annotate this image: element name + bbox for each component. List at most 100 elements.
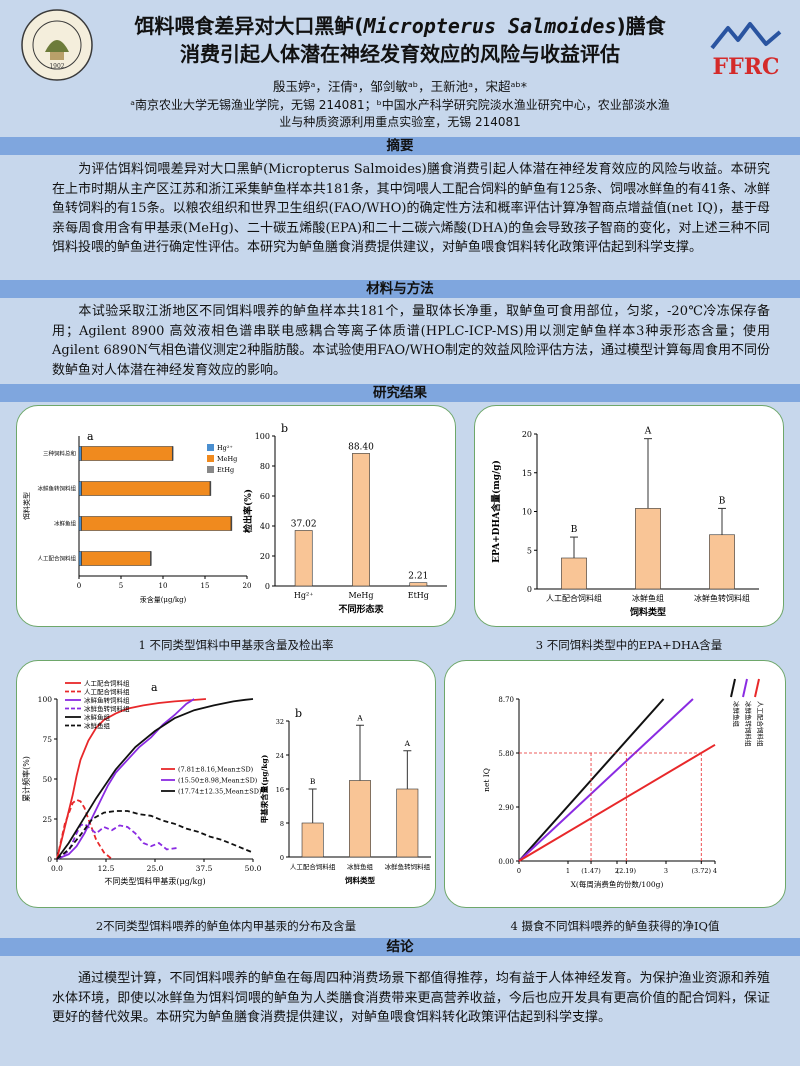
abstract-body: 为评估饵料饲喂差异对大口黑鲈(Micropterus Salmoides)膳食消… [52, 162, 770, 255]
fig2a-series-line [56, 698, 195, 860]
logo-ffrc-text: FFRC [712, 54, 779, 80]
fig2a-ytick-label: 25 [42, 815, 52, 824]
fig1a-bar-segment [81, 481, 211, 496]
fig1a-bar-segment [78, 446, 82, 461]
fig1b-xtick-label: EtHg [408, 591, 429, 600]
fig2a-legend-label: 人工配合饲料组 [84, 679, 130, 688]
title-species: Micropterus Salmoides [363, 14, 617, 38]
fig1a-bar-segment [78, 551, 82, 566]
fig1b-value-label: 2.21 [408, 572, 428, 582]
fig1a-xtick-label: 10 [159, 582, 168, 590]
fig4-xlabel: X(每周消费鱼的份数/100g) [571, 879, 664, 889]
fig3-bar [635, 508, 661, 590]
fig3-sig-letter: B [719, 496, 726, 506]
fig2a-xtick-label: 37.5 [196, 864, 213, 873]
fig1b-bar [294, 530, 313, 587]
fig3-xlabel: 饲料类型 [629, 606, 666, 618]
fig1a-bar-segment [209, 481, 212, 496]
fig2b-xtick-label: 人工配合饲料组 [290, 862, 336, 871]
fig3-ytick-label: 15 [522, 469, 532, 478]
fig2b-ytick-label: 24 [276, 752, 284, 760]
fig4-xtick-label: 0 [517, 867, 521, 875]
fig2b-sig-letter: A [356, 713, 363, 722]
fig2a-series-line [56, 810, 254, 860]
fig4-ytick-label: 5.80 [498, 750, 514, 758]
fig1a-legend-label: EtHg [217, 466, 234, 474]
authors: 殷玉婷ᵃ，汪倩ᵃ，邹剑敏ᵃᵇ，王新池ᵃ，宋超ᵃᵇ* [273, 79, 527, 94]
methods-text: 本试验采取江浙地区不同饵料喂养的鲈鱼样本共181个，量取体长净重，取鲈鱼可食用部… [52, 302, 770, 380]
conclusion-body: 通过模型计算，不同饵料喂养的鲈鱼在每周四种消费场景下都值得推荐，均有益于人体神经… [52, 971, 770, 1025]
poster-title: 饵料喂食差异对大口黑鲈(Micropterus Salmoides)膳食 消费引… [100, 12, 700, 68]
fig1a-xtick-label: 0 [77, 582, 81, 590]
fig2a-legend-label: 冰鲜鱼转饲料组 [84, 704, 130, 713]
conclusion-text: 通过模型计算，不同饵料喂养的鲈鱼在每周四种消费场景下都值得推荐，均有益于人体神经… [52, 969, 770, 1028]
fig2a-ylabel: 累计频率(%) [21, 756, 31, 802]
fig1-panel: 0 5 10 15 20 人工配合饲料组 冰鲜鱼组 冰鲜鱼转饲料组 三种饲料总和 汞含量(μg/k… [16, 405, 456, 627]
methods-body: 本试验采取江浙地区不同饵料喂养的鲈鱼样本共181个，量取体长净重，取鲈鱼可食用部… [52, 304, 770, 378]
fig1-caption: 1 不同类型饵料中甲基汞含量及检出率 [138, 638, 334, 652]
fig2b-ylabel: 甲基汞含量(μg/kg) [259, 755, 269, 824]
fig1a-bar-segment [78, 481, 82, 496]
fig4-legend-swatch [754, 678, 760, 698]
fig4-ylabel: net IQ [482, 768, 491, 792]
affiliations: ᵃ南京农业大学无锡渔业学院，无锡 214081；ᵇ中国水产科学研究院淡水渔业研究… [100, 97, 700, 131]
fig1-chart: 0 5 10 15 20 人工配合饲料组 冰鲜鱼组 冰鲜鱼转饲料组三种饲料总和汞含量(μg/k… [22, 422, 447, 615]
fig2b-bar [301, 822, 324, 858]
fig1a-xtick-label: 20 [243, 582, 252, 590]
fig1b-value-label: 88.40 [348, 442, 374, 452]
title-line2: 消费引起人体潜在神经发育效应的风险与收益评估 [180, 42, 620, 66]
fig2b-xtick-label: 冰鲜鱼组 [347, 862, 374, 871]
fig1a-category-label: 三种饲料总和 [43, 450, 76, 458]
fig3-panel: 0 5 10 15 20 B 人工配合饲料组 A 冰鲜鱼组 B 冰鲜鱼转饲料组 饲料类型 EPA+DHA… [474, 405, 784, 627]
fig2a-panel-label: a [151, 681, 158, 694]
fig2a-xtick-label: 25.0 [147, 864, 164, 873]
fig1b-ylabel: 检出率(%) [242, 489, 254, 533]
fig1a-ylabel: 饵料类型 [22, 492, 31, 520]
fig2a-stat-label: (7.81±8.16,Mean±SD) [178, 766, 254, 774]
fig1b-xtick-label: MeHg [348, 591, 373, 600]
fig4-legend-label: 人工配合饲料组 [756, 701, 765, 747]
fig3-ytick-label: 20 [522, 430, 532, 439]
fig2a-xtick-label: 12.5 [98, 864, 115, 873]
fig4-xtick-label: 4 [713, 867, 717, 875]
title-part-b: )膳食 [616, 14, 666, 38]
fig1a-legend-label: MeHg [217, 455, 237, 463]
fig4-legend-label: 冰鲜鱼转饲料组 [744, 701, 753, 747]
fig2-caption: 2不同类型饵料喂养的鲈鱼体内甲基汞的分布及含量 [95, 919, 357, 933]
fig2b-xtick-label: 冰鲜鱼转饲料组 [385, 862, 431, 871]
fig4-xtick-label: (2.19) [617, 867, 637, 875]
fig1a-bar-segment [81, 446, 173, 461]
fig4-xtick-label: 3 [664, 867, 668, 875]
fig4-xtick-label: 1 [566, 867, 570, 875]
fig1a-bar-segment [81, 516, 232, 531]
fig3-bar [561, 557, 587, 590]
fig2b-sig-letter: A [404, 739, 411, 748]
fig1a-bar-segment [81, 551, 151, 566]
fig1a-bar-segment [171, 446, 174, 461]
fig1a-category-label: 冰鲜鱼组 [54, 520, 77, 528]
fig1a-bar-segment [150, 551, 152, 566]
fig3-sig-letter: B [571, 525, 578, 535]
fig2a-stat-label: (17.74±12.35,Mean±SD) [178, 788, 262, 796]
fig1a-xtick-label: 15 [201, 582, 210, 590]
fig2a-ytick-label: 75 [42, 735, 52, 744]
logo-year: 1902 [49, 63, 64, 70]
fig1a-legend-swatch [207, 444, 214, 451]
fig2a-xlabel: 不同类型饵料甲基汞(μg/kg) [104, 876, 205, 886]
fig3-sig-letter: A [644, 427, 652, 437]
fig3-ytick-label: 10 [522, 508, 532, 517]
fig1b-ytick-label: 60 [260, 492, 270, 501]
fig2b-panel-label: b [295, 707, 302, 720]
fig2a-xtick-label: 0.0 [51, 864, 63, 873]
fig4-xtick-label: 2 [615, 867, 619, 875]
fig2b-sig-letter: B [310, 777, 316, 786]
ffrc-logo: FFRC [706, 18, 786, 88]
fig1a-panel-label: a [87, 430, 94, 443]
fig2b-bar [349, 780, 371, 858]
fig1b-ytick-label: 40 [260, 522, 270, 531]
fig2b-ytick-label: 8 [280, 820, 284, 828]
fig1b-xlabel: 不同形态汞 [338, 603, 384, 615]
fig1a-legend-swatch [207, 466, 214, 473]
